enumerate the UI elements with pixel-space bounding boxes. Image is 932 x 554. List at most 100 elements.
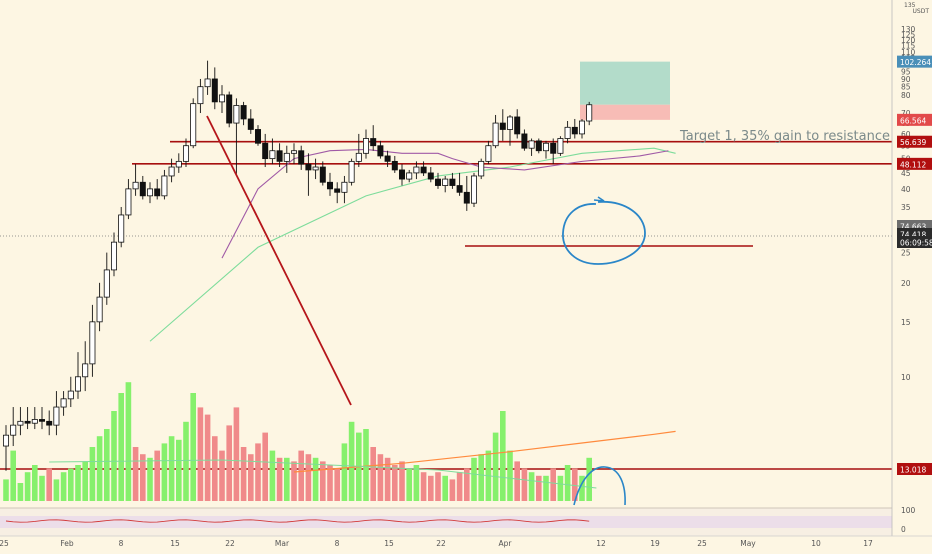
candle-body xyxy=(3,434,9,447)
candle xyxy=(31,407,38,430)
candle xyxy=(226,91,233,128)
price-tick-label: 10 xyxy=(901,373,911,382)
volume-bar xyxy=(348,421,355,501)
volume-bar xyxy=(46,468,52,501)
time-label: 19 xyxy=(650,539,660,548)
candle-body xyxy=(132,181,139,190)
candle-body xyxy=(413,166,420,174)
highlight-arrow-icon xyxy=(593,196,605,202)
candle xyxy=(384,150,391,168)
volume-bar xyxy=(320,461,326,501)
candle-body xyxy=(406,172,413,180)
candle-body xyxy=(218,94,225,103)
volume-bar xyxy=(428,475,434,501)
volume-bar xyxy=(550,468,556,501)
candle-body xyxy=(499,122,506,130)
time-label: 12 xyxy=(596,539,606,548)
candle-body xyxy=(550,142,557,154)
volume-bar xyxy=(89,447,96,501)
candle xyxy=(139,175,146,200)
volume-bar xyxy=(39,475,45,501)
price-label-res2 xyxy=(897,157,932,170)
candle xyxy=(427,167,434,183)
candle xyxy=(319,161,326,186)
candle-body xyxy=(211,78,218,103)
candle-body xyxy=(305,163,312,171)
candle-body xyxy=(125,188,132,216)
volume-bars xyxy=(3,382,676,501)
candle xyxy=(492,114,499,149)
candle xyxy=(326,172,333,196)
candle-body xyxy=(478,160,485,177)
price-label-text-target: 102.264 xyxy=(900,58,931,67)
candle-body xyxy=(370,138,377,147)
volume-bar xyxy=(197,407,204,501)
candle-body xyxy=(190,103,197,147)
candle-body xyxy=(521,133,528,149)
volume-ma-green xyxy=(49,459,597,489)
price-tick-label: 40 xyxy=(901,185,911,194)
volume-bar xyxy=(327,465,333,501)
candle-body xyxy=(434,178,441,186)
time-label: 17 xyxy=(863,539,873,548)
drawings[interactable] xyxy=(206,115,646,506)
candle xyxy=(190,98,197,149)
price-tick-label: 120 xyxy=(901,36,916,45)
candle-body xyxy=(290,150,297,154)
price-label-timer xyxy=(897,236,932,248)
volume-bar xyxy=(456,472,463,501)
candle xyxy=(175,153,182,173)
volume-bar xyxy=(24,472,31,501)
volume-bar xyxy=(579,475,585,501)
candle-body xyxy=(355,152,362,162)
candle-body xyxy=(456,185,463,193)
candle-body xyxy=(154,188,161,197)
candle xyxy=(89,304,96,377)
candle-body xyxy=(557,138,564,154)
volume-bar xyxy=(500,411,506,501)
volume-bar xyxy=(118,393,124,501)
candle xyxy=(168,158,175,183)
volume-bar xyxy=(492,432,499,501)
candle-body xyxy=(82,363,89,378)
volume-bar xyxy=(384,457,391,501)
candles[interactable] xyxy=(3,60,593,471)
price-axis[interactable]: 1301251201151101051009590858070656055504… xyxy=(891,0,932,536)
candle xyxy=(557,136,564,156)
volume-bar xyxy=(154,450,160,501)
candle xyxy=(348,158,355,186)
candle-body xyxy=(269,150,276,160)
volume-bar xyxy=(204,414,211,501)
candle xyxy=(3,425,9,471)
candle xyxy=(391,155,398,173)
candle xyxy=(406,169,413,183)
candle xyxy=(197,78,204,114)
time-label: Apr xyxy=(499,539,513,548)
candle xyxy=(579,118,586,139)
time-axis[interactable]: 25 Feb 8 15 22 Mar 8 15 22 Apr 12 19 25 May 10 17 xyxy=(0,535,932,548)
candle-body xyxy=(60,398,67,408)
time-label: 15 xyxy=(170,539,180,548)
candle xyxy=(434,172,441,189)
volume-bar xyxy=(255,443,261,501)
candle xyxy=(485,140,492,165)
candle xyxy=(449,172,456,189)
candle xyxy=(269,138,276,165)
price-tick-label: 115 xyxy=(901,42,916,51)
candle xyxy=(413,161,420,180)
time-label: 22 xyxy=(436,539,446,548)
candle-body xyxy=(384,155,391,162)
candle xyxy=(514,109,521,139)
volume-bar xyxy=(3,479,9,501)
candle-body xyxy=(161,175,168,197)
candle-body xyxy=(75,376,82,392)
volume-bar xyxy=(442,475,448,501)
candle xyxy=(125,179,132,220)
candle xyxy=(586,101,593,126)
candle xyxy=(39,407,46,430)
candle-body xyxy=(24,420,31,424)
volume-bar xyxy=(334,468,340,501)
candle-body xyxy=(326,181,333,190)
